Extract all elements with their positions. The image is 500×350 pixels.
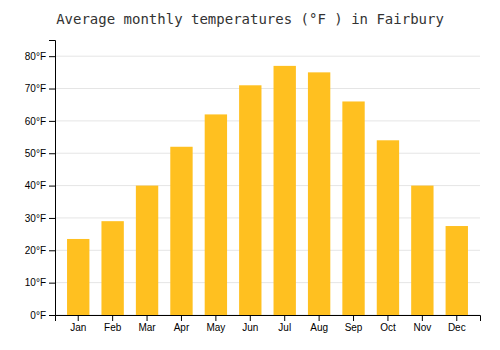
bar xyxy=(205,114,227,315)
x-tick-mark xyxy=(387,315,388,321)
x-tick-label: Aug xyxy=(310,322,328,333)
bar xyxy=(308,72,330,315)
x-tick: Dec xyxy=(448,315,466,333)
title: Average monthly temperatures (°F ) in Fa… xyxy=(56,11,444,27)
x-tick-mark xyxy=(181,315,182,321)
y-tick-label: 50°F xyxy=(25,148,46,159)
x-tick-mark xyxy=(284,315,285,321)
x-tick: Mar xyxy=(138,315,156,333)
grid-line xyxy=(55,88,480,89)
plot-area: 0°F 10°F 20°F 30°F 40°F 50°F 60°F 70°F 80°F Jan Fe… xyxy=(25,41,481,334)
y-tick-label: 20°F xyxy=(25,245,46,256)
y-tick: 60°F xyxy=(25,116,55,127)
x-tick-label: Feb xyxy=(104,322,122,333)
x-tick: Jan xyxy=(70,315,86,333)
x-tick-mark xyxy=(422,315,423,321)
y-tick-label: 70°F xyxy=(25,83,46,94)
y-tick-mark xyxy=(49,186,55,187)
y-tick-mark xyxy=(49,56,55,57)
bar xyxy=(342,101,364,315)
x-tick-label: Jul xyxy=(278,322,291,333)
x-tick-label: Jan xyxy=(70,322,86,333)
x-tick-label: Dec xyxy=(448,322,466,333)
x-tick-mark xyxy=(112,315,113,321)
y-tick-mark xyxy=(49,218,55,219)
x-tick: Jul xyxy=(278,315,291,333)
x-tick-label: Jun xyxy=(242,322,258,333)
bar xyxy=(377,140,399,315)
x-tick-mark xyxy=(78,315,79,321)
bar xyxy=(101,221,123,315)
y-tick: 50°F xyxy=(25,148,55,159)
y-tick-label: 40°F xyxy=(25,180,46,191)
y-tick-mark xyxy=(49,89,55,90)
x-tick: Jun xyxy=(242,315,258,333)
x-tick-label: May xyxy=(206,322,225,333)
x-tick-label: Sep xyxy=(345,322,363,333)
grid-line xyxy=(55,153,480,154)
grid-line xyxy=(55,120,480,121)
y-tick-label: 0°F xyxy=(30,310,46,321)
x-tick-mark xyxy=(215,315,216,321)
bar xyxy=(239,85,261,315)
bar xyxy=(136,186,158,315)
x-tick: Sep xyxy=(345,315,363,333)
y-tick-label: 30°F xyxy=(25,213,46,224)
bars xyxy=(67,66,468,315)
x-tick-label: Oct xyxy=(380,322,396,333)
chart: 0°F 10°F 20°F 30°F 40°F 50°F 60°F 70°F 80°F Jan Fe… xyxy=(0,0,500,350)
y-tick: 10°F xyxy=(25,277,55,288)
x-tick: Aug xyxy=(310,315,328,333)
x-tick-mark xyxy=(353,315,354,321)
y-tick-label: 80°F xyxy=(25,51,46,62)
bar xyxy=(446,226,468,315)
y-tick: 0°F xyxy=(30,310,55,321)
y-tick-mark xyxy=(49,121,55,122)
y-tick: 40°F xyxy=(25,180,55,191)
y-tick: 80°F xyxy=(25,51,55,62)
y-tick-mark xyxy=(49,283,55,284)
y-axis: 0°F 10°F 20°F 30°F 40°F 50°F 60°F 70°F 80°F xyxy=(25,41,56,321)
grid-line xyxy=(55,56,480,57)
x-axis-line xyxy=(56,316,481,322)
bar xyxy=(411,186,433,315)
bar xyxy=(67,239,89,315)
x-tick-mark xyxy=(250,315,251,321)
x-axis: Jan Feb Mar Apr May Jun Jul Aug Sep Oct Nov Dec xyxy=(56,315,481,333)
y-tick-mark xyxy=(49,153,55,154)
x-tick: Oct xyxy=(380,315,396,333)
x-tick-mark xyxy=(456,315,457,321)
x-tick-label: Mar xyxy=(138,322,156,333)
x-tick: Feb xyxy=(104,315,122,333)
x-tick: Apr xyxy=(174,315,190,333)
y-tick: 20°F xyxy=(25,245,55,256)
x-tick-label: Nov xyxy=(413,322,431,333)
x-tick: May xyxy=(206,315,225,333)
x-tick-mark xyxy=(147,315,148,321)
grid xyxy=(55,56,480,315)
y-tick: 30°F xyxy=(25,213,55,224)
x-tick: Nov xyxy=(413,315,431,333)
y-tick-mark xyxy=(49,315,55,316)
x-tick-mark xyxy=(319,315,320,321)
bar xyxy=(274,66,296,315)
y-tick-label: 60°F xyxy=(25,116,46,127)
y-tick: 70°F xyxy=(25,83,55,94)
x-tick-label: Apr xyxy=(174,322,190,333)
y-tick-mark xyxy=(49,250,55,251)
y-axis-line xyxy=(49,41,56,316)
bar xyxy=(170,147,192,315)
y-tick-label: 10°F xyxy=(25,277,46,288)
